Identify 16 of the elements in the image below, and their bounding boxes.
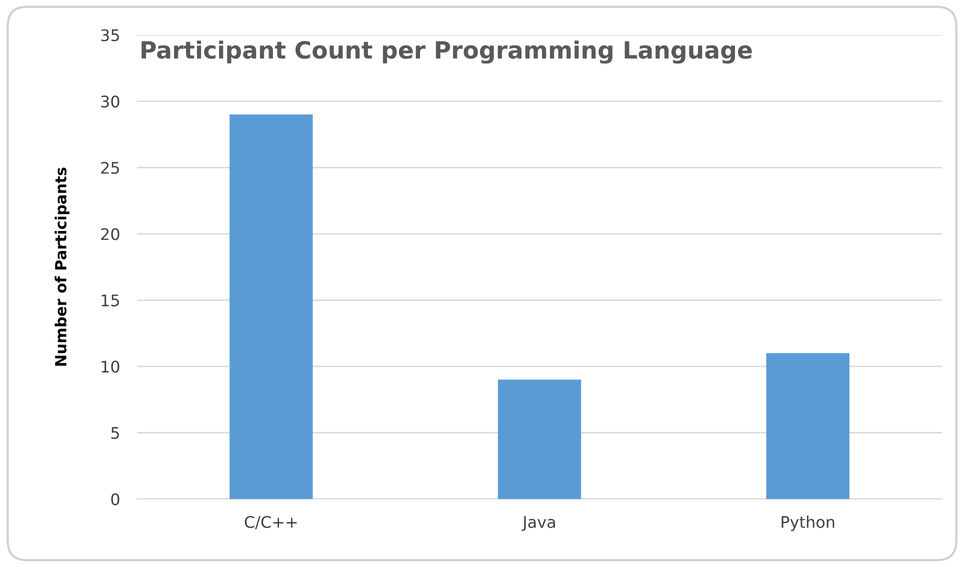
y-tick-label: 35 bbox=[101, 29, 119, 42]
y-tick-label: 5 bbox=[111, 427, 119, 440]
bar bbox=[498, 380, 582, 499]
chart-title: Participant Count per Programming Language bbox=[142, 40, 752, 64]
x-tick-label: Python bbox=[782, 516, 834, 532]
y-tick-label: 30 bbox=[101, 96, 120, 108]
x-tick-label: C/C++ bbox=[244, 516, 297, 530]
y-tick-label: 20 bbox=[101, 228, 120, 240]
bar bbox=[230, 114, 313, 499]
y-tick-label: 0 bbox=[111, 493, 120, 506]
bar bbox=[766, 353, 850, 499]
y-axis-title: Number of Participants bbox=[54, 168, 70, 366]
x-tick-label: Java bbox=[522, 516, 555, 531]
y-tick-label: 15 bbox=[102, 294, 119, 306]
y-tick-label: 10 bbox=[102, 360, 120, 373]
y-tick-label: 25 bbox=[101, 162, 119, 174]
